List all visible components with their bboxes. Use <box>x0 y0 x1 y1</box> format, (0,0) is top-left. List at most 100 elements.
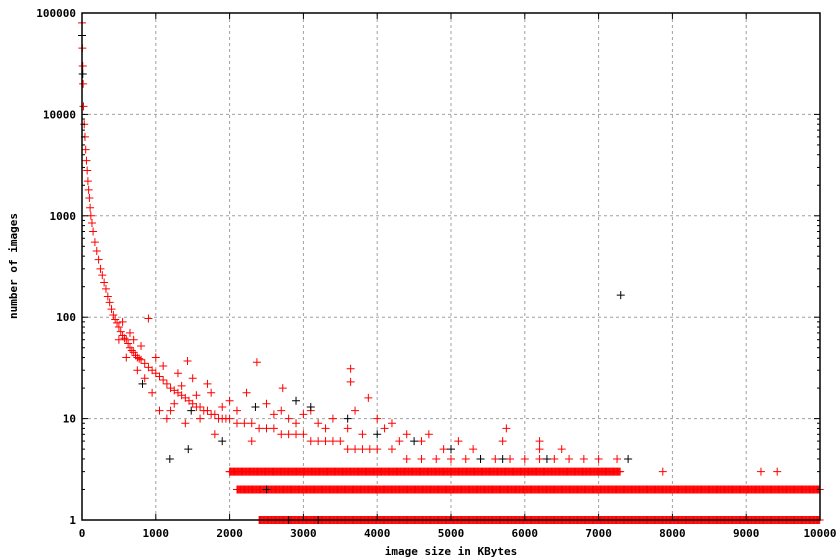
black-point <box>624 454 633 463</box>
red-point <box>439 445 448 454</box>
red-point <box>124 339 133 348</box>
red-point <box>284 430 293 439</box>
red-point <box>81 145 90 154</box>
red-point <box>107 305 116 314</box>
red-point <box>269 424 278 433</box>
red-point <box>84 185 93 194</box>
red-point <box>90 238 99 247</box>
red-point <box>125 328 134 337</box>
x-tick-label: 6000 <box>512 527 539 540</box>
red-point <box>491 454 500 463</box>
red-point <box>151 369 160 378</box>
red-point <box>232 419 241 428</box>
black-point <box>165 454 174 463</box>
y-tick-label: 1000 <box>50 210 77 223</box>
black-point <box>292 396 301 405</box>
y-tick-label: 100 <box>56 311 76 324</box>
red-point <box>557 445 566 454</box>
red-point <box>170 399 179 408</box>
red-point <box>336 437 345 446</box>
ticks: 0 1000 2000 3000 4000 5000 6000 7000 8000 9000 100… <box>36 7 836 540</box>
red-point <box>137 341 146 350</box>
red-point <box>314 437 323 446</box>
red-point <box>166 406 175 415</box>
red-point <box>140 374 149 383</box>
red-point <box>247 419 256 428</box>
black-point <box>262 485 271 494</box>
red-point <box>166 384 175 393</box>
red-point <box>658 467 667 476</box>
red-point <box>387 419 396 428</box>
red-point <box>82 156 91 165</box>
y-tick-label: 1 <box>69 514 76 527</box>
red-point <box>155 372 164 381</box>
x-tick-label: 3000 <box>290 527 317 540</box>
red-point <box>373 445 382 454</box>
red-point <box>247 437 256 446</box>
red-point <box>196 403 205 412</box>
red-point <box>373 414 382 423</box>
red-point <box>535 437 544 446</box>
red-point <box>183 356 192 365</box>
red-point <box>173 369 182 378</box>
red-point <box>188 399 197 408</box>
red-point <box>210 410 219 419</box>
red-point <box>89 227 98 236</box>
red-point <box>148 388 157 397</box>
x-tick-label: 7000 <box>585 527 612 540</box>
red-point <box>225 414 234 423</box>
red-point <box>114 323 123 332</box>
red-point <box>127 346 136 355</box>
red-point <box>86 211 95 220</box>
red-point <box>292 419 301 428</box>
red-point <box>155 406 164 415</box>
red-point <box>203 406 212 415</box>
red-point <box>203 379 212 388</box>
red-point <box>424 430 433 439</box>
red-point <box>120 334 129 343</box>
red-point <box>550 454 559 463</box>
red-point <box>520 454 529 463</box>
x-tick-label: 0 <box>79 527 86 540</box>
x-tick-label: 9000 <box>733 527 760 540</box>
red-point <box>364 393 373 402</box>
black-point <box>187 406 196 415</box>
red-point <box>269 410 278 419</box>
red-point <box>113 318 122 327</box>
red-point <box>140 359 149 368</box>
red-point <box>240 419 249 428</box>
red-point <box>87 218 96 227</box>
red-point <box>207 388 216 397</box>
red-point <box>616 467 625 476</box>
red-point <box>96 264 105 273</box>
x-axis-label: image size in KBytes <box>385 545 517 558</box>
red-point <box>109 311 118 320</box>
red-point <box>135 354 144 363</box>
black-point <box>251 403 260 412</box>
red-point <box>131 351 140 360</box>
red-point <box>380 424 389 433</box>
x-tick-label: 5000 <box>438 527 465 540</box>
red-point <box>118 317 127 326</box>
red-point <box>417 454 426 463</box>
red-point <box>535 445 544 454</box>
red-point <box>159 376 168 385</box>
red-point <box>114 335 123 344</box>
red-point <box>565 454 574 463</box>
red-point <box>447 454 455 463</box>
red-point <box>328 414 337 423</box>
red-point <box>103 292 112 301</box>
red-point <box>402 430 411 439</box>
red-point <box>343 445 352 454</box>
black-point <box>498 454 507 463</box>
red-point <box>192 391 201 400</box>
red-point <box>94 255 103 264</box>
red-point <box>188 374 197 383</box>
red-point <box>579 454 588 463</box>
x-tick-label: 2000 <box>216 527 243 540</box>
red-point <box>79 102 88 111</box>
red-point <box>252 358 261 367</box>
red-point <box>469 445 478 454</box>
red-point <box>365 445 374 454</box>
